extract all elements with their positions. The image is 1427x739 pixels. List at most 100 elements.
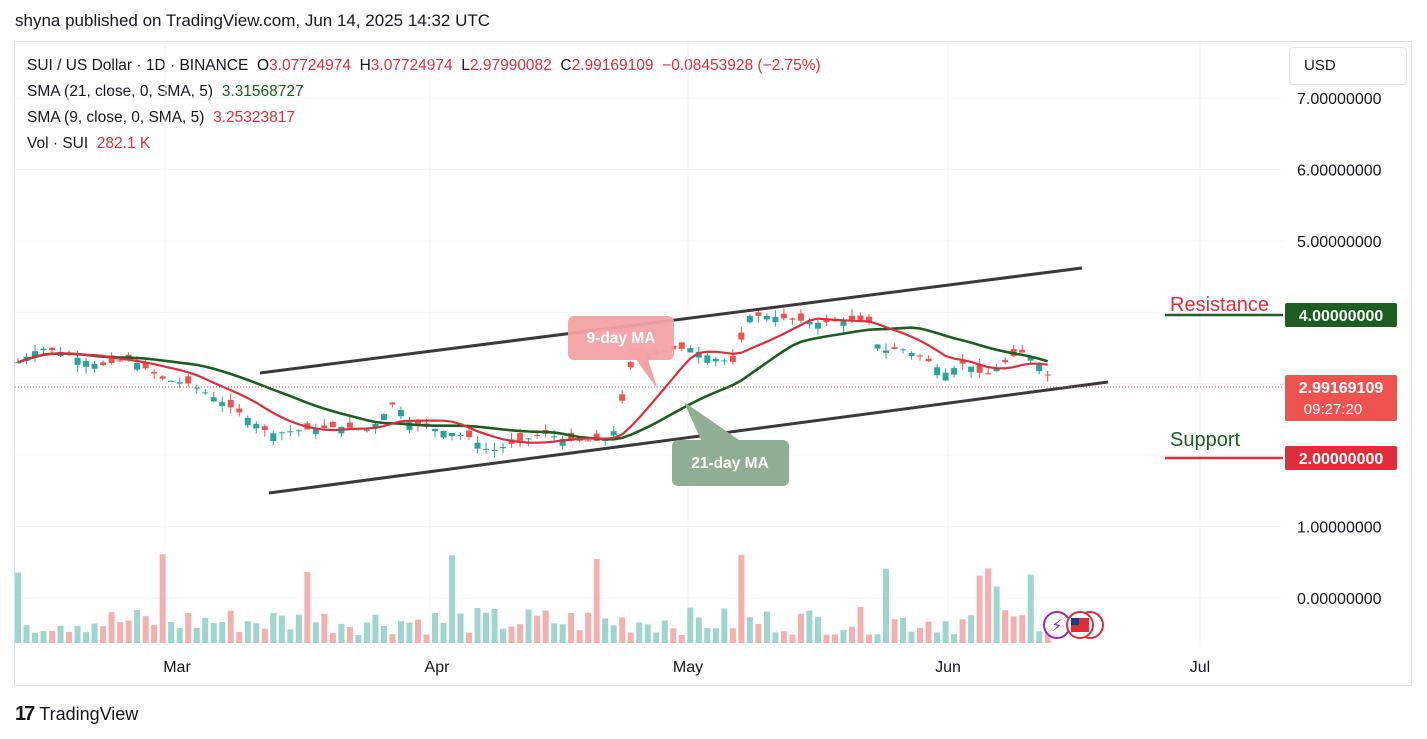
volume-row[interactable]: Vol · SUI 282.1 K <box>27 131 821 157</box>
candle-body <box>219 402 226 406</box>
volume-bar <box>746 617 753 643</box>
candle-body <box>917 355 924 357</box>
sma21-label: SMA (21, close, 0, SMA, 5) <box>27 83 214 100</box>
volume-bar <box>500 628 507 643</box>
price-tick-label: 6.00000000 <box>1297 162 1382 179</box>
candle-body <box>363 429 370 431</box>
volume-bar <box>176 627 183 643</box>
candlesticks <box>15 308 1051 457</box>
volume-bar <box>840 629 847 643</box>
flag-canton <box>1071 618 1079 625</box>
candle-body <box>372 423 379 429</box>
time-tick-label: Jul <box>1190 659 1210 676</box>
chart-legend: SUI / US Dollar · 1D · BINANCE O3.077249… <box>27 53 821 157</box>
volume-bar <box>993 586 1000 643</box>
volume-bar <box>134 610 141 643</box>
candle-body <box>993 368 1000 372</box>
candle-body <box>585 440 592 442</box>
volume-bar <box>883 568 890 643</box>
candle-body <box>202 392 209 394</box>
close-value: 2.99169109 <box>571 57 654 74</box>
volume-bar <box>721 608 728 643</box>
candle-body <box>346 422 353 428</box>
symbol-label[interactable]: SUI / US Dollar · 1D · BINANCE <box>27 57 249 74</box>
price-tick-label: 1.00000000 <box>1297 520 1382 537</box>
currency-button[interactable]: USD <box>1289 47 1407 85</box>
candle-body <box>32 351 39 358</box>
volume-bar <box>270 613 277 643</box>
candle-body <box>900 349 907 351</box>
ma9-callout-text: 9-day MA <box>587 330 656 347</box>
volume-bar <box>236 632 243 643</box>
candle-body <box>738 332 745 340</box>
volume-bar <box>32 632 39 643</box>
volume-bar <box>219 622 226 643</box>
candle-body <box>559 438 566 446</box>
tradingview-logo[interactable]: 17 TradingView <box>15 703 138 726</box>
volume-bar <box>866 634 872 643</box>
close-label: C <box>560 57 572 74</box>
time-axis[interactable]: Mar Apr May Jun Jul <box>163 659 1210 676</box>
candle-body <box>1002 360 1009 363</box>
volume-bar <box>797 614 804 643</box>
volume-bar <box>40 630 47 643</box>
price-axis[interactable]: 7.00000000 6.00000000 5.00000000 4.00000000… <box>1297 91 1382 608</box>
volume-bar <box>202 617 209 643</box>
candle-body <box>610 431 617 436</box>
candle-body <box>295 430 302 432</box>
low-label: L <box>461 57 470 74</box>
volume-bar <box>338 623 345 643</box>
resistance-value-tag <box>1285 303 1397 327</box>
volume-bar <box>542 610 549 643</box>
candle-body <box>1027 356 1034 361</box>
candle-body <box>627 362 634 368</box>
candle-body <box>151 371 158 374</box>
volume-bar <box>1002 610 1009 643</box>
current-price-tag <box>1285 375 1397 421</box>
volume-bar <box>959 619 966 643</box>
volume-bar <box>917 627 924 643</box>
volume-bar <box>1036 631 1043 643</box>
candle-body <box>755 312 762 316</box>
volume-bar <box>653 632 660 643</box>
candle-body <box>891 347 898 349</box>
chart-frame <box>14 41 1412 686</box>
sma21-row[interactable]: SMA (21, close, 0, SMA, 5) 3.31568727 <box>27 79 821 105</box>
volume-bar <box>159 554 166 643</box>
candle-body <box>270 433 277 442</box>
open-value: 3.07724974 <box>269 57 351 74</box>
volume-bar <box>704 628 711 643</box>
candle-body <box>312 428 319 435</box>
candle-body <box>159 376 166 379</box>
candle-body <box>525 438 532 440</box>
volume-bar <box>440 622 447 643</box>
volume-bar <box>534 615 541 643</box>
volume-bar <box>729 628 736 643</box>
candle-body <box>568 433 575 441</box>
candle-body <box>687 348 694 353</box>
volume-bar <box>610 625 617 643</box>
candle-body <box>908 352 915 356</box>
countdown-text: 09:27:20 <box>1304 401 1362 418</box>
volume-bar <box>1027 574 1034 643</box>
sma9-value: 3.25323817 <box>213 109 295 126</box>
grid-lines <box>15 43 1283 645</box>
time-tick-label: Jun <box>935 659 961 676</box>
volume-bar <box>551 623 558 643</box>
ma9-callout-box <box>568 316 674 360</box>
candle-body <box>874 344 881 349</box>
candle-body <box>474 442 481 449</box>
candle-body <box>449 432 456 437</box>
support-value-text: 2.00000000 <box>1299 451 1384 468</box>
volume-bar <box>517 624 524 643</box>
volume-bar <box>661 620 668 643</box>
sma9-row[interactable]: SMA (9, close, 0, SMA, 5) 3.25323817 <box>27 105 821 131</box>
time-tick-label: May <box>673 659 703 676</box>
volume-bar <box>483 612 490 643</box>
volume-bar <box>372 614 379 643</box>
candle-body <box>100 362 107 366</box>
candle-body <box>244 417 251 426</box>
candle-body <box>789 318 796 320</box>
volume-bar <box>66 631 73 643</box>
